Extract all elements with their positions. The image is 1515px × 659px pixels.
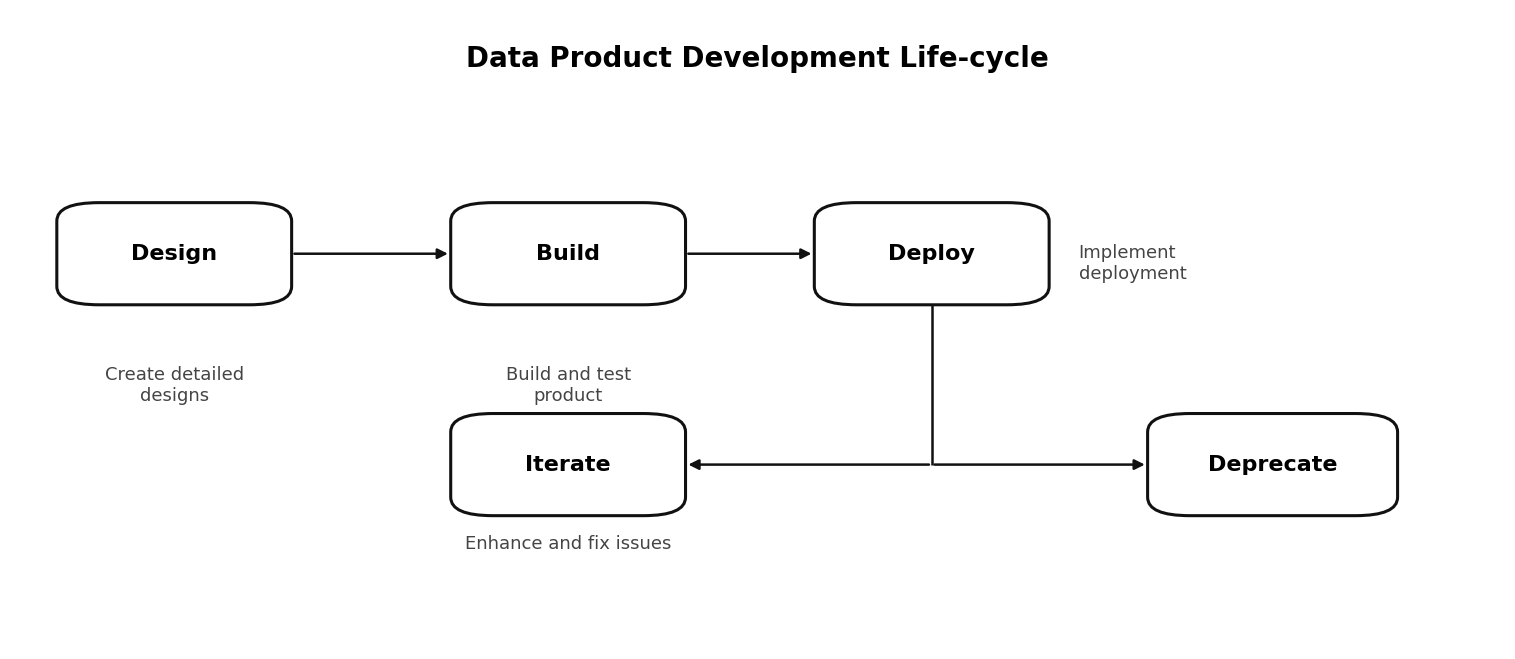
Text: Create detailed
designs: Create detailed designs — [105, 366, 244, 405]
Text: Build: Build — [536, 244, 600, 264]
Text: Design: Design — [132, 244, 217, 264]
FancyBboxPatch shape — [451, 203, 685, 304]
Text: Deploy: Deploy — [888, 244, 976, 264]
FancyBboxPatch shape — [815, 203, 1048, 304]
FancyBboxPatch shape — [1148, 414, 1398, 515]
Text: Deprecate: Deprecate — [1207, 455, 1338, 474]
FancyBboxPatch shape — [58, 203, 291, 304]
Text: Enhance and fix issues: Enhance and fix issues — [465, 534, 671, 553]
Text: Build and test
product: Build and test product — [506, 366, 630, 405]
Text: Iterate: Iterate — [526, 455, 611, 474]
FancyBboxPatch shape — [451, 414, 685, 515]
Text: Data Product Development Life-cycle: Data Product Development Life-cycle — [467, 45, 1048, 73]
Text: Implement
deployment: Implement deployment — [1079, 244, 1186, 283]
